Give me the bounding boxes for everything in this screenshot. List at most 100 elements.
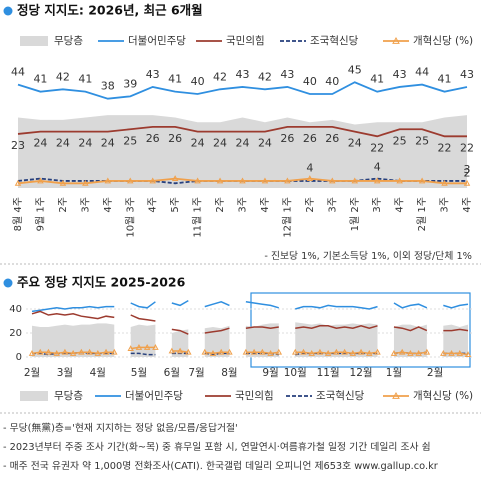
data-label: 41 <box>78 73 92 86</box>
marker <box>396 177 403 184</box>
marker <box>415 349 422 356</box>
data-label: 24 <box>348 137 362 150</box>
marker <box>300 348 307 355</box>
marker <box>316 348 324 355</box>
x-tick-label: 2월 <box>24 367 40 379</box>
data-label: 24 <box>33 137 47 150</box>
legend-label: 더불어민주당 <box>128 35 186 47</box>
marker <box>349 349 357 356</box>
data-label: 3 <box>464 163 471 176</box>
marker <box>152 343 159 350</box>
marker <box>111 348 118 355</box>
marker <box>194 177 201 184</box>
data-label: 40 <box>191 75 205 88</box>
data-label: 24 <box>213 137 227 150</box>
marker <box>171 175 179 182</box>
marker <box>37 177 44 184</box>
title-dot <box>3 6 13 16</box>
note: - 매주 전국 유권자 약 1,000명 전화조사(CATI). 한국갤럽 데일… <box>3 460 439 472</box>
line <box>31 299 469 313</box>
marker <box>284 177 291 184</box>
marker <box>275 348 283 355</box>
legend-swatch <box>20 36 48 46</box>
marker <box>53 349 60 356</box>
marker <box>374 348 381 355</box>
x-tick-label: 5월 <box>131 367 147 379</box>
x-tick-label: 8월 4주 <box>12 197 24 231</box>
x-tick-label: 3주 <box>327 197 338 213</box>
data-label: 22 <box>460 141 474 154</box>
x-tick-label: 2주 <box>215 197 226 213</box>
marker <box>261 177 269 184</box>
y-tick-label: 0 <box>16 352 22 363</box>
data-label: 22 <box>438 141 452 154</box>
data-label: 25 <box>123 134 137 147</box>
marker <box>357 348 365 355</box>
marker <box>390 349 398 356</box>
data-label: 26 <box>303 132 317 145</box>
marker <box>418 177 426 184</box>
marker <box>168 347 176 354</box>
data-label: 26 <box>325 132 339 145</box>
marker <box>45 348 52 355</box>
marker <box>127 177 134 184</box>
x-tick-label: 3월 <box>57 367 73 379</box>
marker <box>291 348 299 355</box>
data-label: 25 <box>393 134 407 147</box>
legend-marker <box>392 391 400 399</box>
data-label: 4 <box>374 161 381 174</box>
legend-swatch <box>20 391 48 401</box>
marker <box>306 175 314 182</box>
data-label: 26 <box>168 132 182 145</box>
x-tick-label: 9월 1주 <box>34 197 46 231</box>
marker <box>324 349 332 356</box>
line <box>31 310 469 335</box>
marker <box>456 349 464 356</box>
note: - 무당(無黨)층='현재 지지하는 정당 없음/모름/응답거절' <box>3 421 238 434</box>
data-label: 39 <box>123 77 137 90</box>
marker <box>259 348 266 355</box>
data-label: 26 <box>280 132 294 145</box>
marker <box>441 179 448 186</box>
data-label: 22 <box>370 141 384 154</box>
data-label: 24 <box>56 137 70 150</box>
marker <box>78 348 85 355</box>
data-label: 41 <box>33 73 47 86</box>
x-tick-label: 4주 <box>395 197 406 213</box>
marker <box>216 177 224 184</box>
data-label: 43 <box>393 68 407 81</box>
marker <box>398 348 406 355</box>
marker <box>333 348 340 355</box>
marker <box>201 348 209 355</box>
data-label: 2 <box>464 166 471 179</box>
marker <box>308 349 315 356</box>
marker <box>217 348 225 355</box>
x-tick-label: 1월 2주 <box>349 197 361 231</box>
marker <box>94 349 102 356</box>
title-dot <box>3 278 13 288</box>
x-tick-label: 8월 <box>221 367 237 379</box>
marker <box>407 349 414 356</box>
marker <box>226 348 233 355</box>
marker <box>448 349 455 356</box>
legend-label: 조국혁신당 <box>310 35 359 47</box>
marker <box>423 348 431 355</box>
data-label: 42 <box>258 70 272 83</box>
x-tick-label: 4주 <box>462 197 473 213</box>
data-label: 24 <box>258 137 272 150</box>
data-label: 42 <box>213 70 227 83</box>
x-tick-label: 3주 <box>80 197 91 213</box>
data-label: 25 <box>415 134 429 147</box>
y-tick-label: 40 <box>9 304 22 315</box>
data-label: 44 <box>415 66 429 79</box>
x-tick-label: 2주 <box>305 197 316 213</box>
x-tick-label: 2월 <box>427 367 443 379</box>
x-tick-label: 1월 <box>386 367 402 379</box>
marker <box>464 351 472 358</box>
marker <box>127 345 134 352</box>
data-label: 40 <box>325 75 339 88</box>
legend-label: 국민의힘 <box>235 390 274 402</box>
marker <box>135 343 143 350</box>
data-label: 43 <box>460 68 474 81</box>
data-label: 43 <box>146 68 160 81</box>
